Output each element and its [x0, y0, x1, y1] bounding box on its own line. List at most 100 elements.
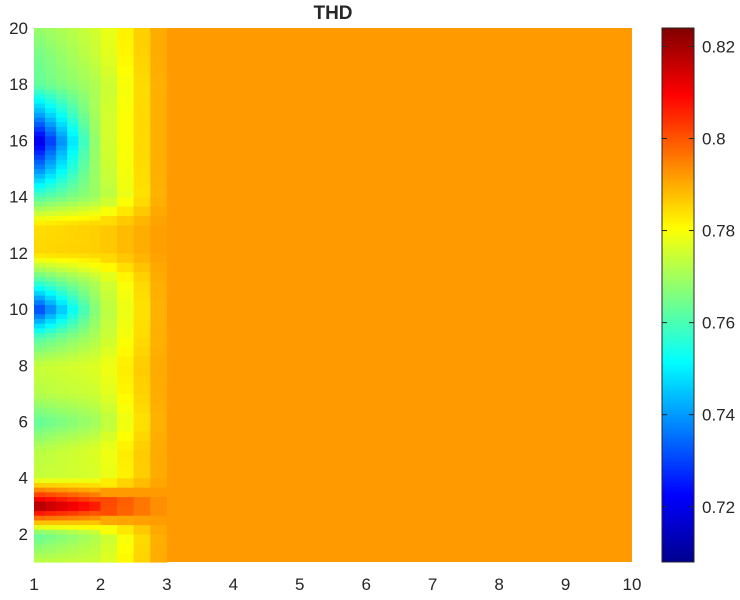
- heatmap-cell: [67, 243, 79, 249]
- heatmap-cell: [45, 290, 57, 296]
- heatmap-cell: [150, 187, 168, 198]
- heatmap-cell: [45, 510, 57, 516]
- heatmap-cell: [78, 491, 90, 498]
- heatmap-cell: [67, 37, 79, 43]
- heatmap-cell: [45, 252, 57, 259]
- heatmap-cell: [45, 145, 57, 151]
- heatmap-cell: [45, 557, 57, 563]
- heatmap-cell: [56, 28, 68, 34]
- heatmap-cell: [100, 215, 118, 226]
- heatmap-cell: [100, 224, 118, 235]
- heatmap-cell: [78, 238, 90, 245]
- y-tick-label: 10: [9, 300, 28, 319]
- heatmap-cell: [89, 468, 102, 474]
- heatmap-cell: [100, 271, 118, 282]
- heatmap-cell: [150, 262, 168, 273]
- heatmap-cell: [100, 487, 118, 498]
- heatmap-cell: [78, 463, 90, 469]
- heatmap-cell: [67, 515, 79, 521]
- heatmap-cell: [34, 552, 46, 558]
- heatmap-cell: [150, 299, 168, 310]
- heatmap-cell: [45, 196, 57, 202]
- heatmap-cell: [45, 379, 57, 385]
- heatmap-cell: [56, 309, 68, 315]
- heatmap-cell: [67, 547, 79, 554]
- heatmap-cell: [150, 102, 168, 113]
- heatmap-cell: [117, 177, 135, 188]
- heatmap-cell: [89, 177, 102, 184]
- heatmap-cell: [67, 557, 79, 563]
- heatmap-cell: [117, 74, 135, 85]
- heatmap-cell: [150, 477, 168, 488]
- heatmap-cell: [67, 379, 79, 385]
- heatmap-cell: [45, 295, 57, 301]
- heatmap-cell: [78, 519, 90, 526]
- heatmap-cell: [100, 374, 118, 385]
- heatmap-cell: [117, 271, 135, 282]
- heatmap-cell: [117, 102, 135, 113]
- heatmap-cell: [89, 145, 102, 151]
- heatmap-cell: [34, 416, 46, 423]
- heatmap-cell: [150, 487, 168, 498]
- heatmap-cell: [100, 440, 118, 451]
- heatmap-cell: [117, 37, 135, 48]
- heatmap-cell: [117, 393, 135, 404]
- heatmap-cell: [67, 393, 79, 399]
- heatmap-cell: [45, 515, 57, 521]
- heatmap-cell: [117, 412, 135, 423]
- heatmap-cell: [117, 196, 135, 207]
- heatmap-cell: [89, 60, 102, 67]
- heatmap-cell: [150, 402, 168, 413]
- heatmap-cell: [56, 220, 68, 226]
- heatmap-cell: [133, 159, 151, 170]
- heatmap-cell: [78, 248, 90, 254]
- heatmap-cell: [56, 524, 68, 530]
- heatmap-cell: [56, 126, 68, 132]
- heatmap-cell: [56, 266, 68, 273]
- heatmap-cell: [56, 107, 68, 113]
- heatmap-cell: [150, 505, 168, 516]
- colorbar-tick-label: 0.72: [702, 498, 735, 517]
- heatmap-cell: [133, 93, 151, 104]
- heatmap-cell: [89, 88, 102, 95]
- y-tick-label: 20: [9, 19, 28, 38]
- x-tick-label: 6: [361, 575, 370, 594]
- heatmap-cell: [78, 454, 90, 460]
- heatmap-cell: [56, 323, 68, 329]
- heatmap-cell: [56, 557, 68, 563]
- heatmap-cell: [34, 309, 46, 315]
- heatmap-cell: [133, 374, 151, 385]
- heatmap-cell: [67, 407, 79, 413]
- heatmap-cell: [150, 159, 168, 170]
- heatmap-cell: [89, 360, 102, 366]
- heatmap-cell: [56, 159, 68, 165]
- heatmap-cell: [34, 332, 46, 338]
- heatmap-cell: [67, 295, 79, 301]
- heatmap-cell: [89, 280, 102, 287]
- heatmap-cell: [78, 449, 90, 455]
- heatmap-cell: [67, 84, 79, 90]
- heatmap-cell: [67, 435, 79, 441]
- heatmap-cell: [56, 201, 68, 207]
- heatmap-cell: [34, 234, 46, 240]
- heatmap-cell: [100, 262, 118, 273]
- heatmap-cell: [34, 177, 46, 184]
- heatmap-cell: [133, 177, 151, 188]
- heatmap-cell: [89, 163, 102, 170]
- chart-title: THD: [313, 3, 352, 24]
- heatmap-cell: [78, 327, 90, 334]
- x-tick-label: 10: [623, 575, 642, 594]
- heatmap-cell: [56, 398, 68, 404]
- heatmap-cell: [34, 501, 46, 507]
- heatmap-cell: [89, 505, 102, 512]
- heatmap-cell: [89, 388, 102, 394]
- heatmap-cell: [117, 543, 135, 554]
- heatmap-cell: [67, 102, 79, 109]
- heatmap-cell: [78, 355, 90, 362]
- heatmap-cell: [78, 117, 90, 123]
- heatmap-cell: [133, 56, 151, 67]
- heatmap-cell: [34, 88, 46, 95]
- heatmap-cell: [67, 266, 79, 273]
- heatmap-cell: [45, 56, 57, 62]
- heatmap-cell: [150, 412, 168, 423]
